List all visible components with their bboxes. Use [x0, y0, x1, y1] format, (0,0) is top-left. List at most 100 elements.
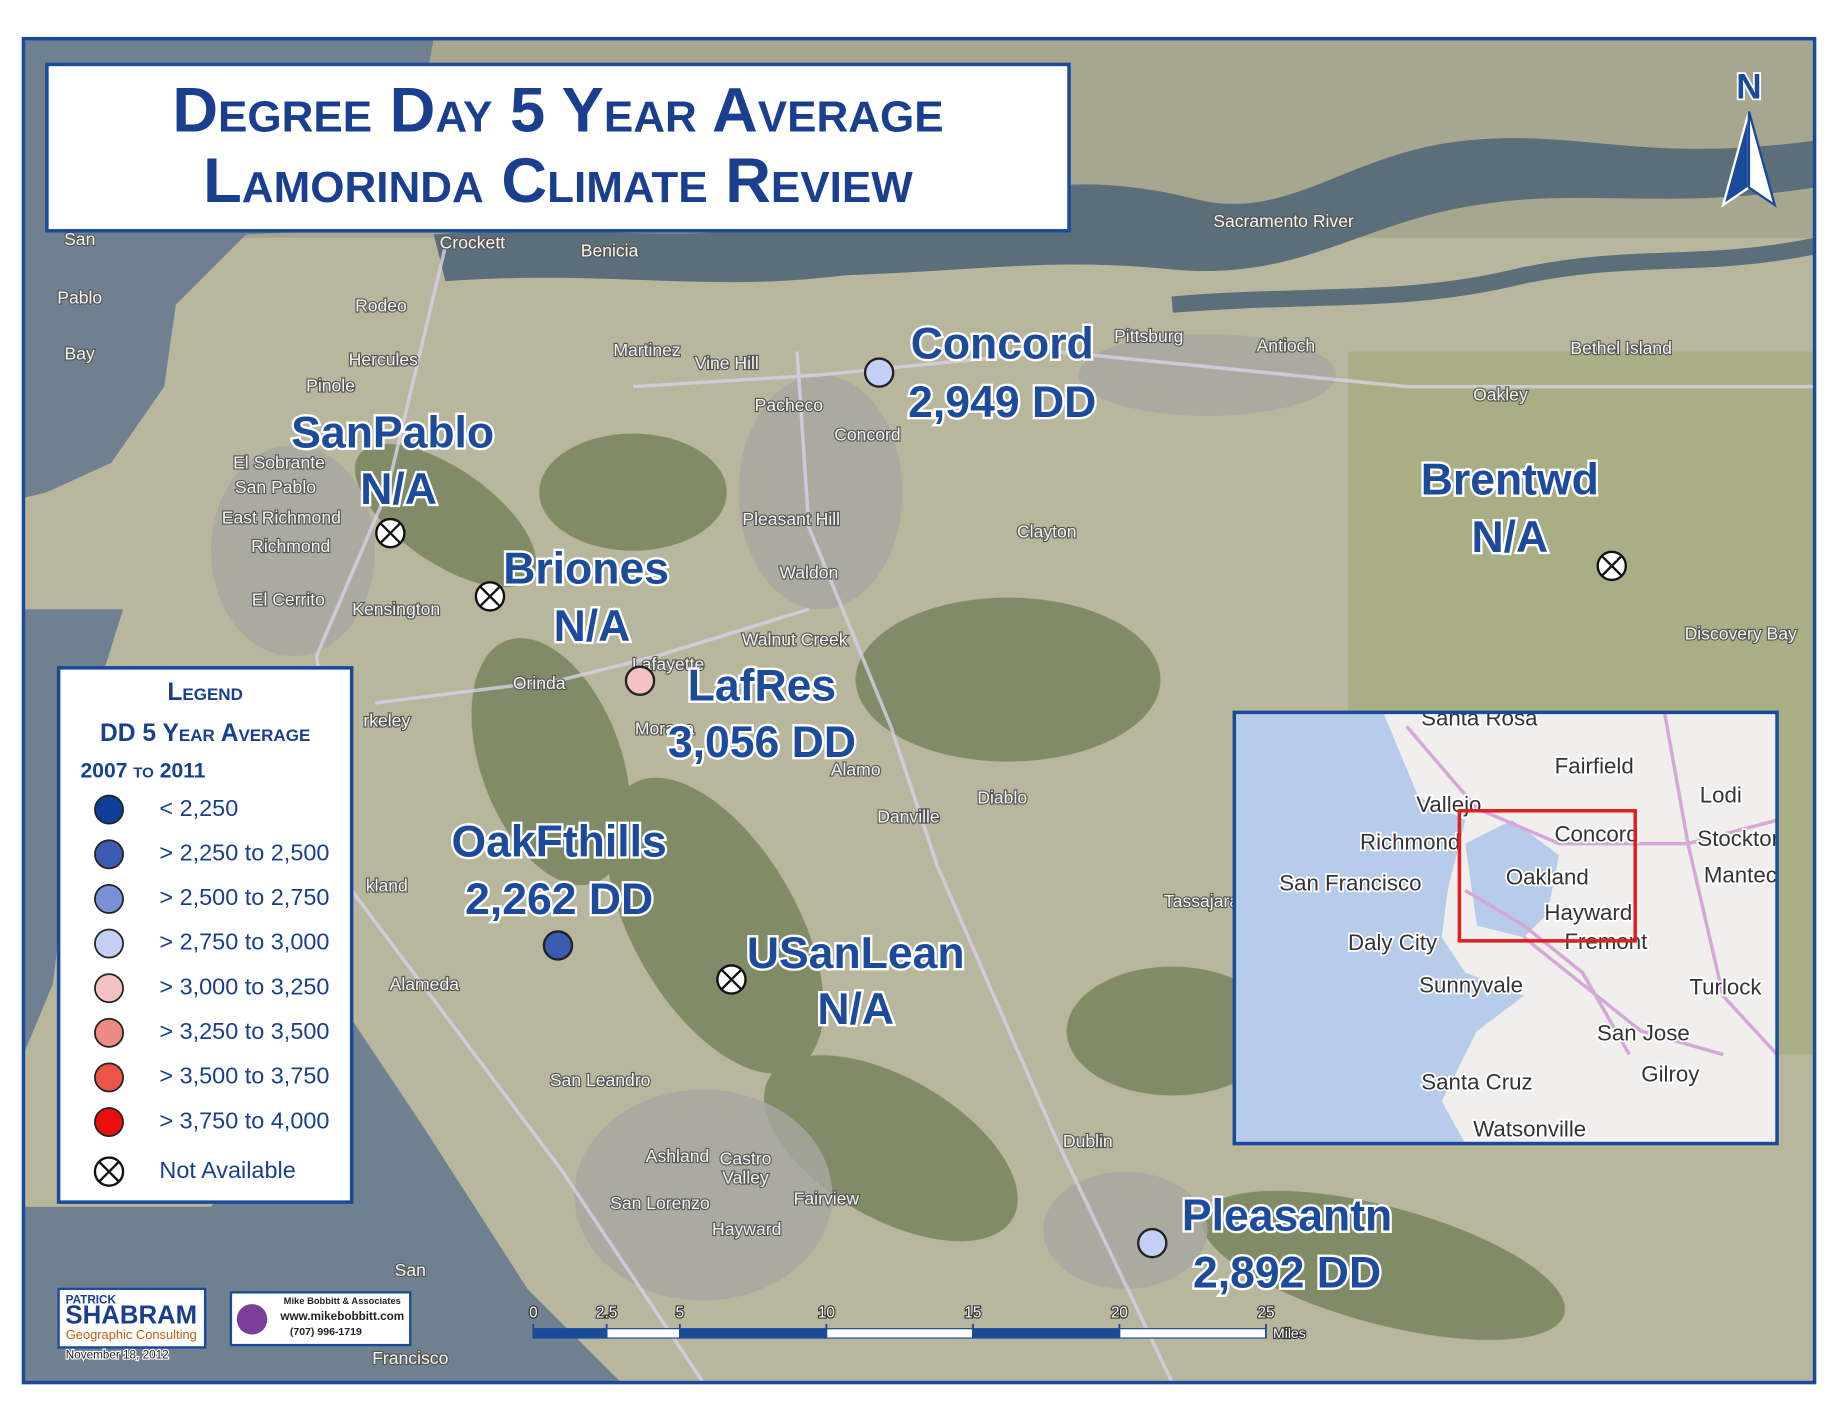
station-name: Concord: [911, 320, 1094, 369]
credit-2-web: www.mikebobbitt.com: [279, 1310, 404, 1323]
station-value: N/A: [554, 602, 631, 651]
credit-2-name: Mike Bobbitt & Associates: [284, 1296, 401, 1306]
inset-label: Lodi: [1700, 783, 1742, 808]
scale-segment: [606, 1328, 681, 1339]
inset-label: Fairfield: [1555, 753, 1634, 778]
inset-label: Daly City: [1348, 930, 1438, 955]
credit-box-1: [57, 1287, 207, 1349]
place-label: Ashland: [646, 1146, 709, 1166]
place-label: El Sobrante: [233, 453, 325, 473]
station-name: SanPablo: [291, 409, 494, 458]
scale-segment: [532, 1328, 608, 1339]
place-label: Walnut Creek: [742, 630, 848, 650]
legend-swatch: [94, 1107, 124, 1138]
na-marker-cross: [479, 585, 501, 608]
scale-unit: Miles: [1273, 1325, 1306, 1341]
legend-label: > 2,250 to 2,500: [159, 839, 329, 865]
inset-map: Santa Rosa Fairfield Vallejo Lodi Richmond Co…: [1232, 705, 1779, 1146]
legend-na-label: Not Available: [159, 1157, 295, 1183]
place-label: Oakley: [1473, 385, 1528, 405]
place-label: Crockett: [440, 232, 506, 252]
place-label: Martinez: [613, 340, 680, 360]
place-label: Vine Hill: [695, 353, 759, 373]
scale-tick-label: 2.5: [596, 1304, 617, 1321]
inset-frame: [1232, 710, 1779, 1146]
station-value: N/A: [1471, 513, 1548, 562]
place-label: Pittsburg: [1114, 326, 1183, 346]
scale-tick-label: 0: [529, 1304, 537, 1321]
legend-label: > 3,500 to 3,750: [159, 1063, 329, 1089]
station-marker: [542, 930, 574, 961]
na-marker-cross: [379, 522, 402, 544]
credit-logo: [236, 1304, 268, 1335]
place-label: rkeley: [363, 710, 410, 730]
station-name: Briones: [503, 545, 669, 594]
inset-label: Watsonville: [1473, 1117, 1586, 1142]
legend-swatch: [94, 1062, 124, 1093]
na-marker-cross: [98, 1160, 120, 1183]
place-label: San Leandro: [550, 1070, 651, 1090]
map-frame: [21, 36, 1817, 1385]
legend-label: > 2,750 to 3,000: [159, 929, 329, 955]
legend-label: < 2,250: [159, 795, 238, 821]
inset-extent: [1457, 809, 1637, 943]
place-label: Sacramento River: [1213, 211, 1354, 231]
place-label: San Lorenzo: [610, 1193, 710, 1213]
legend-swatch: [94, 794, 124, 825]
legend-title: Legend: [167, 679, 243, 706]
place-label: Fairview: [794, 1188, 860, 1208]
legend-swatch: [94, 1017, 124, 1048]
inset-label: Sunnyvale: [1419, 972, 1523, 997]
place-label: Benicia: [581, 241, 639, 261]
place-label: Dublin: [1063, 1131, 1113, 1151]
legend-label: > 2,500 to 2,750: [159, 884, 329, 910]
credit-1-line-1: Patrick: [66, 1294, 117, 1307]
station-value: N/A: [360, 465, 437, 514]
station-value: N/A: [817, 985, 894, 1034]
place-label: El Cerrito: [252, 590, 325, 610]
place-label: Bay: [65, 344, 95, 364]
legend-swatch: [94, 839, 124, 870]
inset-label: San Jose: [1597, 1020, 1690, 1045]
north-label: N: [1736, 67, 1761, 106]
inset-label: Santa Rosa: [1421, 705, 1538, 730]
station-value: 2,262 DD: [465, 875, 653, 924]
na-marker-cross: [1601, 555, 1623, 577]
station-name: Brentwd: [1421, 455, 1599, 504]
station-name: USanLean: [747, 929, 965, 978]
na-marker-cross: [720, 968, 743, 991]
scale-segment: [679, 1328, 827, 1339]
scale-tick-label: 5: [676, 1304, 684, 1321]
station-value: 2,949 DD: [908, 378, 1096, 427]
place-label: Pinole: [306, 375, 355, 395]
legend: Legend DD 5 Year Average 2007 to 2011 < …: [56, 666, 354, 1204]
place-label: Alameda: [390, 974, 460, 994]
place-label: Alamo: [831, 760, 881, 780]
station-marker: [1137, 1227, 1168, 1259]
inset-label: Vallejo: [1416, 792, 1481, 817]
place-label: Hayward: [712, 1219, 781, 1239]
inset-label: Gilroy: [1641, 1061, 1700, 1086]
inset-label: Oakland: [1506, 865, 1589, 890]
station-marker: [624, 665, 656, 696]
legend-swatch: [94, 883, 124, 914]
place-label: San: [395, 1260, 426, 1280]
legend-subtitle: DD 5 Year Average: [100, 720, 310, 747]
place-label: Diablo: [977, 788, 1027, 808]
place-label: Antioch: [1257, 335, 1316, 355]
scale-bar: 0 2.5 5 10 15 20 25 Miles: [528, 1303, 1307, 1342]
place-label: Castro: [720, 1149, 772, 1169]
legend-items: < 2,250 > 2,250 to 2,500 > 2,500 to 2,750 >…: [93, 794, 329, 1187]
credit-date: November 18, 2012: [66, 1349, 169, 1362]
place-label: Valley: [722, 1167, 769, 1187]
inset-label: San Francisco: [1279, 870, 1421, 895]
scale-segment: [825, 1328, 974, 1339]
place-labels: Benicia Crockett Rodeo Hercules Pinole Martin…: [56, 210, 1798, 1369]
legend-label: > 3,000 to 3,250: [159, 973, 329, 999]
place-label: Discovery Bay: [1685, 624, 1797, 644]
place-label: Danville: [877, 806, 939, 826]
place-label: Moraga: [635, 719, 695, 739]
credit-1-line-3: Geographic Consulting: [66, 1327, 197, 1342]
place-label: Richmond: [251, 536, 330, 556]
